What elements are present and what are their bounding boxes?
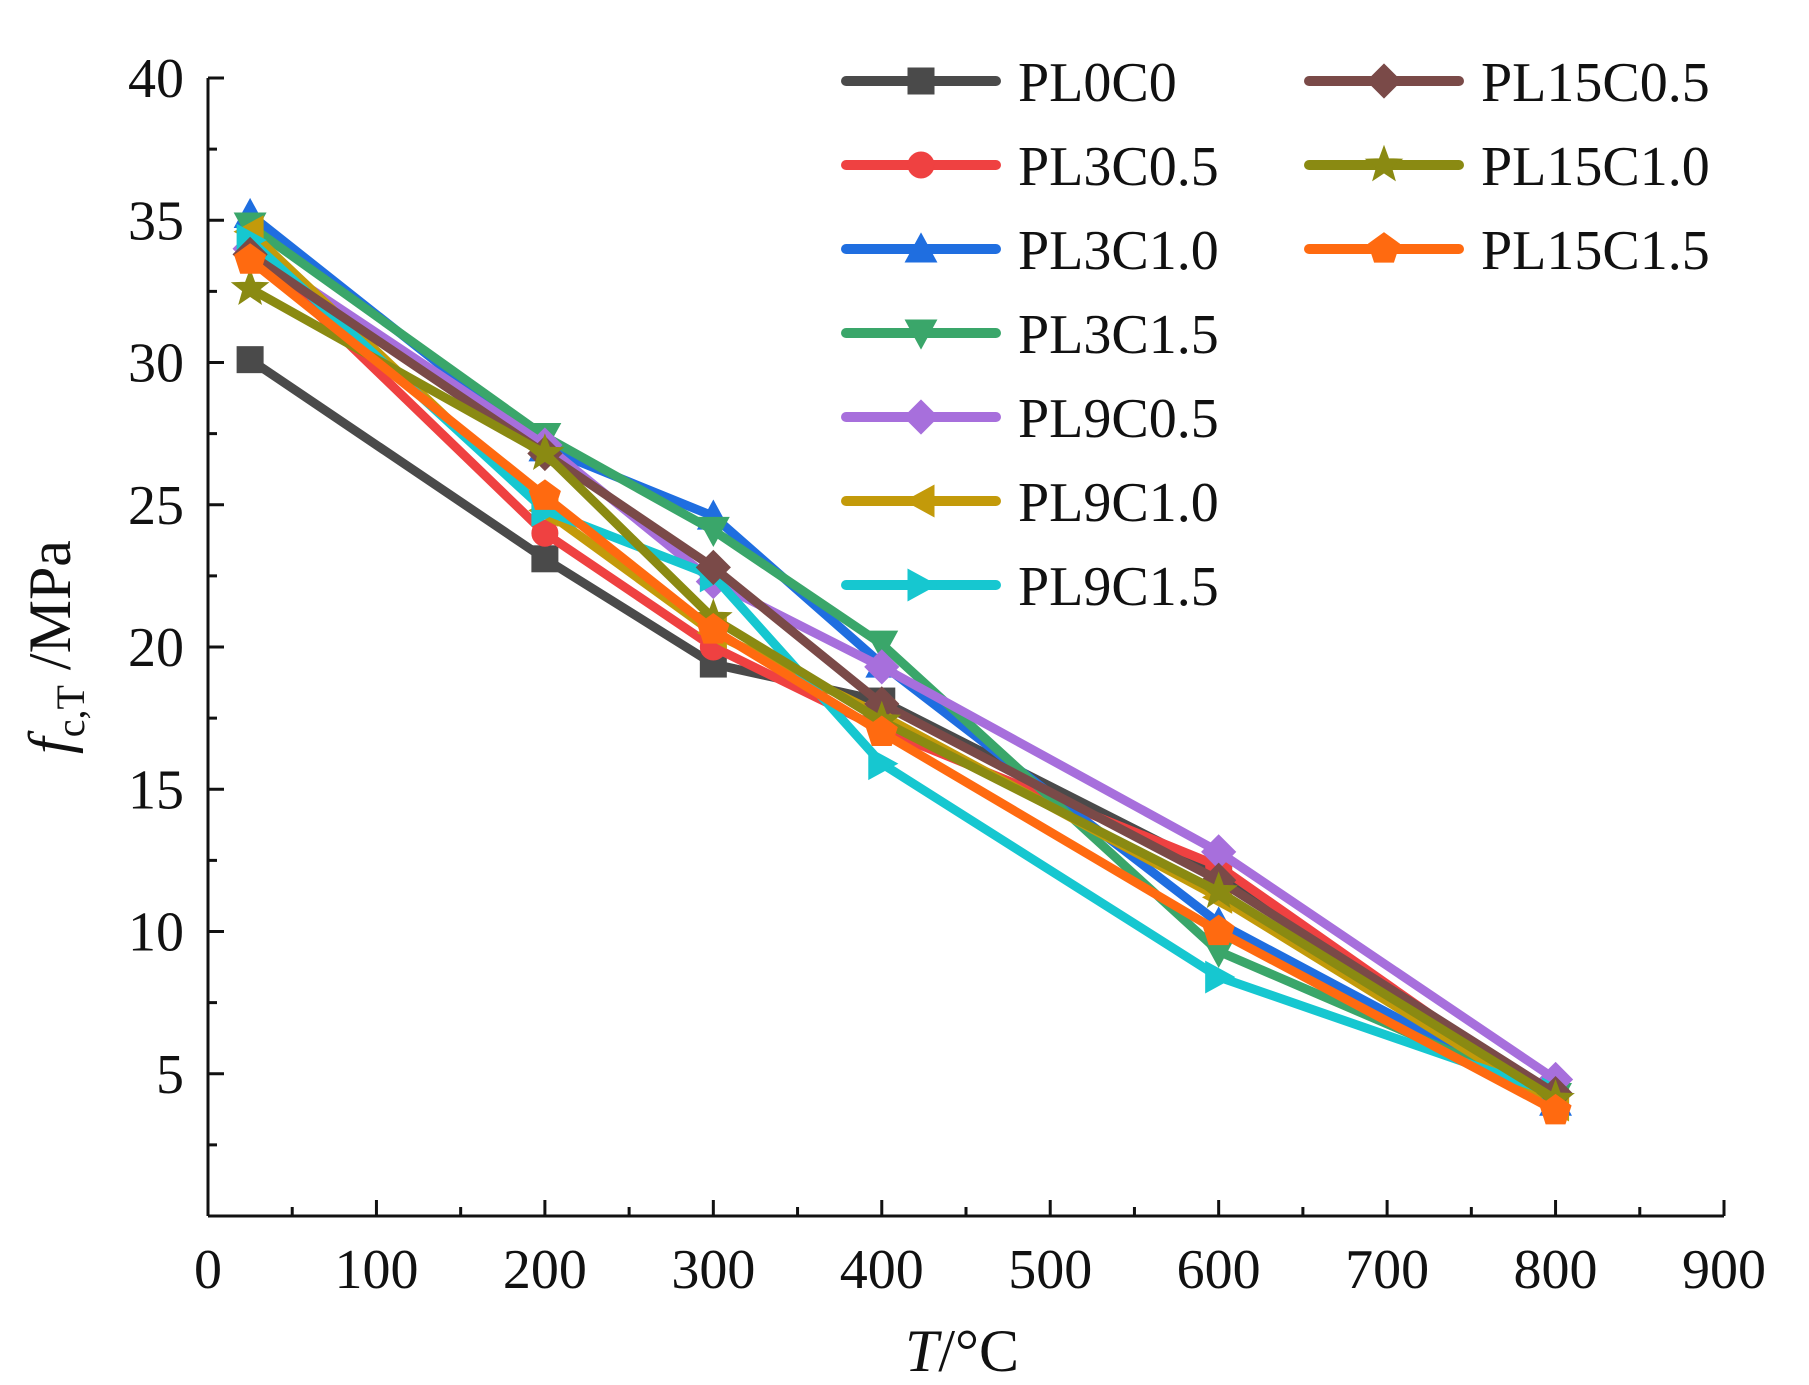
y-tick-label: 5 <box>156 1044 184 1106</box>
legend-marker <box>904 319 938 350</box>
data-point <box>696 516 730 547</box>
data-point <box>1539 1093 1572 1125</box>
series-line <box>245 244 1561 1107</box>
data-point <box>531 519 559 547</box>
x-axis-title: T/°C <box>905 1318 1019 1384</box>
legend-label: PL9C1.5 <box>1018 556 1219 618</box>
series-PL15C1.0 <box>230 268 1575 1116</box>
legend-marker <box>904 484 935 518</box>
legend-label: PL9C1.0 <box>1018 472 1219 534</box>
legend-item: PL0C0 <box>841 52 1177 114</box>
data-point <box>528 479 561 510</box>
y-axis-title-sub: c,T <box>48 685 93 737</box>
series-PL15C1.5 <box>234 243 1572 1125</box>
x-tick-label: 300 <box>671 1239 755 1301</box>
legend-label: PL3C1.0 <box>1018 220 1219 282</box>
x-axis-title-unit: /°C <box>938 1318 1019 1384</box>
y-tick-label: 25 <box>128 475 184 537</box>
data-point <box>531 545 559 573</box>
x-ticks: 0 100 200 300 400 500 600 700 800 900 <box>194 1200 1766 1301</box>
legend-label: PL0C0 <box>1018 52 1177 114</box>
data-point <box>697 613 730 644</box>
legend: PL0C0 PL3C0.5 PL3C1.0 PL3C1.5 PL9C0.5 PL9C1.0… <box>841 52 1710 618</box>
legend-label: PL15C0.5 <box>1481 52 1710 114</box>
legend-marker <box>907 67 935 95</box>
legend-label: PL15C1.5 <box>1481 220 1710 282</box>
series-group <box>230 197 1575 1125</box>
data-point <box>865 630 899 661</box>
x-tick-label: 900 <box>1682 1239 1766 1301</box>
x-tick-label: 800 <box>1514 1239 1598 1301</box>
series-line <box>245 255 1561 1116</box>
data-point <box>525 433 565 470</box>
y-tick-label: 30 <box>128 333 184 395</box>
x-tick-label: 600 <box>1177 1239 1261 1301</box>
legend-marker <box>907 568 938 602</box>
data-point <box>236 346 264 374</box>
x-tick-label: 0 <box>194 1239 222 1301</box>
legend-item: PL9C1.0 <box>841 472 1219 534</box>
legend-marker <box>907 151 935 179</box>
legend-label: PL15C1.0 <box>1481 136 1710 198</box>
y-axis-title: fc,T /MPa <box>17 540 93 754</box>
data-point <box>1202 914 1235 946</box>
x-tick-label: 700 <box>1345 1239 1429 1301</box>
data-point <box>865 715 898 746</box>
y-tick-label: 40 <box>128 48 184 110</box>
legend-marker <box>1367 232 1401 263</box>
y-tick-label: 10 <box>128 902 184 964</box>
series-line <box>245 284 1561 1104</box>
y-ticks: 5 10 15 20 25 30 35 40 <box>128 48 224 1147</box>
legend-marker <box>904 232 938 263</box>
series-line <box>245 244 1561 1084</box>
legend-item: PL3C1.0 <box>841 220 1219 282</box>
x-tick-label: 100 <box>334 1239 418 1301</box>
series-line <box>245 249 1561 1099</box>
data-point <box>230 268 270 305</box>
data-point <box>1205 960 1236 994</box>
legend-item: PL9C0.5 <box>841 388 1219 450</box>
data-point <box>1199 871 1238 909</box>
series-line <box>245 221 1561 1102</box>
legend-label: PL3C0.5 <box>1018 136 1219 198</box>
y-tick-label: 35 <box>128 190 184 252</box>
legend-marker <box>1366 63 1402 99</box>
legend-label: PL3C1.5 <box>1018 304 1219 366</box>
legend-label: PL9C0.5 <box>1018 388 1219 450</box>
y-axis-title-unit: /MPa <box>17 540 83 685</box>
legend-item: PL3C1.5 <box>841 304 1219 366</box>
legend-item: PL15C1.0 <box>1304 136 1710 198</box>
legend-marker <box>903 399 939 435</box>
legend-item: PL15C1.5 <box>1304 220 1710 282</box>
legend-item: PL9C1.5 <box>841 556 1219 618</box>
y-tick-label: 20 <box>128 617 184 679</box>
legend-marker <box>1364 144 1404 182</box>
x-tick-label: 400 <box>840 1239 924 1301</box>
data-point <box>868 747 899 781</box>
x-axis-title-main: T <box>905 1318 942 1384</box>
y-tick-label: 15 <box>128 759 184 821</box>
legend-item: PL15C0.5 <box>1304 52 1710 114</box>
x-tick-label: 200 <box>503 1239 587 1301</box>
data-point <box>234 243 267 274</box>
x-tick-label: 500 <box>1008 1239 1092 1301</box>
legend-item: PL3C0.5 <box>841 136 1219 198</box>
data-point <box>864 649 900 685</box>
data-point <box>695 549 731 585</box>
